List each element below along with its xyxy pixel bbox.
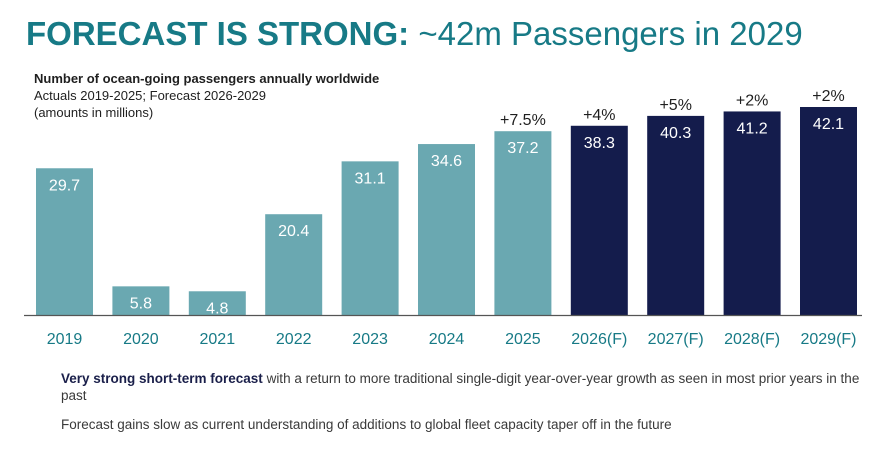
bar-2026(F) <box>570 125 628 315</box>
data-label-2022: 20.4 <box>278 223 309 240</box>
growth-label-2025: +7.5% <box>500 112 546 129</box>
tick-label-2025: 2025 <box>505 331 541 348</box>
data-label-2020: 5.8 <box>130 295 152 312</box>
tick-label-2021: 2021 <box>200 331 236 348</box>
subtitle-line-2: Actuals 2019-2025; Forecast 2026-2029 <box>34 88 266 103</box>
subtitle-line-3: (amounts in millions) <box>34 105 154 120</box>
tick-label-2019: 2019 <box>47 331 83 348</box>
tick-label-2029(F): 2029(F) <box>800 331 856 348</box>
bar-2021 <box>188 291 246 315</box>
tick-label-2022: 2022 <box>276 331 312 348</box>
subtitle-line-1: Number of ocean-going passengers annuall… <box>34 71 380 86</box>
notes: Very strong short-term forecast with a r… <box>61 370 861 445</box>
data-label-2026(F): 38.3 <box>584 135 615 152</box>
bar-2022 <box>265 214 323 315</box>
tick-label-2026(F): 2026(F) <box>571 331 627 348</box>
page-title: FORECAST IS STRONG: ~42m Passengers in 2… <box>26 14 803 54</box>
growth-label-2026(F): +4% <box>583 107 615 124</box>
tick-label-2023: 2023 <box>352 331 388 348</box>
title-highlight: FORECAST IS STRONG: <box>26 15 410 52</box>
tick-label-2020: 2020 <box>123 331 159 348</box>
note-1: Very strong short-term forecast with a r… <box>61 370 861 404</box>
tick-label-2024: 2024 <box>429 331 465 348</box>
bar-chart: 29.7 2019 5.8 2020 4.8 2021 20.4 2022 31.1 2023 34… <box>24 88 862 348</box>
bar-2029(F) <box>800 107 857 315</box>
tick-label-2027(F): 2027(F) <box>648 331 704 348</box>
bar-2027(F) <box>647 115 705 315</box>
bar-2025 <box>494 131 552 315</box>
data-label-2027(F): 40.3 <box>660 125 691 142</box>
chart-subtitle: Number of ocean-going passengers annuall… <box>34 70 379 121</box>
title-text: ~42m Passengers in 2029 <box>418 15 803 52</box>
data-label-2025: 37.2 <box>507 140 538 157</box>
bar-2024 <box>418 144 475 315</box>
growth-label-2029(F): +2% <box>812 88 844 105</box>
data-label-2023: 31.1 <box>355 170 386 187</box>
bar-2020 <box>112 286 170 315</box>
data-label-2019: 29.7 <box>49 177 80 194</box>
data-label-2024: 34.6 <box>431 153 462 170</box>
growth-label-2028(F): +2% <box>736 92 768 109</box>
note-1-text: with a return to more traditional single… <box>61 371 860 403</box>
bar-2019 <box>36 168 93 315</box>
note-2: Forecast gains slow as current understan… <box>61 417 672 432</box>
data-label-2028(F): 41.2 <box>737 120 768 137</box>
bar-2028(F) <box>723 111 781 315</box>
data-label-2021: 4.8 <box>206 300 228 317</box>
tick-label-2028(F): 2028(F) <box>724 331 780 348</box>
data-label-2029(F): 42.1 <box>813 116 844 133</box>
bar-2023 <box>341 161 399 315</box>
note-1-emphasis: Very strong short-term forecast <box>61 371 263 386</box>
growth-label-2027(F): +5% <box>659 97 691 114</box>
